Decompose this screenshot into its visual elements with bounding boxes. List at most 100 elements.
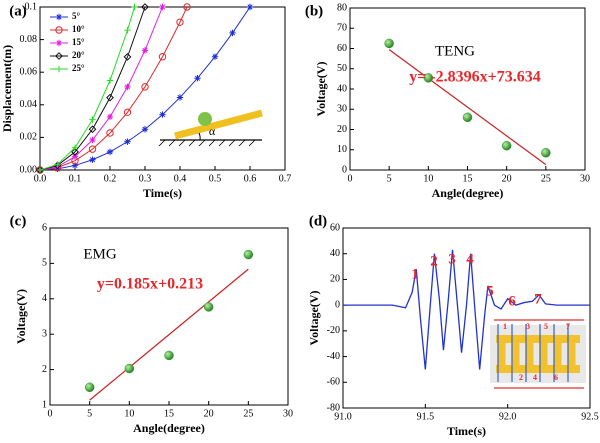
x-tick-label: 0.5 [209, 173, 222, 184]
y-tick-label: 30 [337, 104, 347, 115]
y-tick-label: 0.02 [20, 132, 38, 143]
x-tick-label: 0 [48, 408, 53, 419]
data-point [423, 73, 434, 83]
marker [88, 125, 97, 134]
data-point [462, 112, 473, 123]
inset-number: 4 [533, 373, 537, 382]
legend-marker [50, 13, 68, 21]
y-tick-label: 0.06 [20, 66, 38, 77]
marker [158, 53, 167, 61]
y-tick-label: 70 [337, 23, 347, 34]
annotation: 3 [448, 251, 456, 267]
y-tick-label: 20 [337, 124, 347, 135]
marker [141, 47, 149, 54]
y-axis-label: Voltage(V) [314, 62, 328, 117]
marker [131, 3, 138, 11]
marker [141, 126, 149, 133]
x-tick-label: 0.0 [34, 173, 47, 184]
series-line [343, 249, 590, 370]
x-axis-label: Time(s) [143, 186, 182, 200]
comb-diagram [490, 319, 586, 389]
marker [36, 166, 44, 174]
y-tick-label: 0.1 [25, 1, 38, 12]
x-tick-label: 10 [124, 408, 134, 419]
x-tick-label: 20 [502, 173, 512, 184]
data-point [124, 363, 135, 374]
marker [141, 3, 149, 11]
marker [211, 53, 219, 60]
marker [159, 3, 166, 11]
marker [183, 3, 191, 11]
annotation: 7 [534, 291, 542, 307]
y-tick-label: -80 [327, 402, 340, 413]
y-tick-label: 80 [337, 2, 347, 13]
marker [106, 129, 114, 137]
inset-number: 7 [566, 322, 570, 331]
marker [229, 29, 236, 37]
x-tick-label: 25 [243, 408, 253, 419]
marker [141, 83, 149, 91]
y-tick-label: 60 [330, 222, 340, 233]
x-tick-label: 5 [87, 408, 92, 419]
x-axis-label: Angle(degree) [432, 186, 504, 200]
legend-marker [50, 26, 68, 34]
annotation: 5 [486, 283, 494, 299]
inset-number: 5 [544, 322, 548, 331]
annotation: 4 [466, 251, 474, 267]
data-point [203, 302, 214, 312]
inset-number: 2 [519, 373, 523, 382]
y-tick-label: 0 [342, 164, 347, 175]
x-tick-label: 15 [164, 408, 174, 419]
marker [246, 3, 254, 11]
x-tick-label: 30 [580, 173, 590, 184]
y-tick-label: 6 [42, 222, 47, 233]
y-tick-label: 1 [42, 399, 47, 410]
x-tick-label: 30 [283, 408, 293, 419]
incline-diagram [158, 109, 263, 147]
data-point [384, 38, 394, 49]
marker [123, 52, 132, 61]
y-tick-label: 60 [337, 43, 347, 54]
marker [89, 116, 96, 123]
marker [106, 113, 114, 121]
panel-label: (d) [309, 213, 327, 229]
y-tick-label: 40 [337, 83, 347, 94]
x-tick-label: 0.3 [139, 173, 152, 184]
data-point [541, 148, 551, 158]
y-tick-label: -60 [327, 377, 340, 388]
y-axis-label: Voltage(V) [14, 289, 28, 344]
panel-label: (c) [10, 213, 27, 229]
data-point [501, 140, 512, 151]
legend-marker [50, 39, 68, 47]
y-tick-label: 0.00 [20, 164, 38, 175]
legend-marker [50, 52, 68, 60]
x-tick-label: 0.7 [279, 173, 292, 184]
y-tick-label: -40 [327, 351, 340, 362]
marker [176, 94, 184, 101]
y-tick-label: 10 [337, 144, 347, 155]
marker [176, 18, 184, 26]
marker [123, 108, 132, 116]
y-tick-label: 40 [330, 248, 340, 259]
x-tick-label: 0 [348, 173, 353, 184]
marker [124, 83, 131, 91]
marker [124, 26, 131, 34]
data-point [84, 382, 95, 393]
x-tick-label: 92.0 [499, 411, 517, 422]
x-tick-label: 91.0 [334, 411, 352, 422]
marker [71, 147, 79, 156]
marker [71, 144, 79, 151]
annotation: 1 [411, 266, 419, 282]
y-tick-label: 4 [42, 293, 47, 304]
y-tick-label: 3 [42, 328, 47, 339]
x-tick-label: 20 [204, 408, 214, 419]
x-axis-label: Angle(degree) [133, 421, 205, 435]
y-tick-label: 5 [42, 258, 47, 269]
marker [106, 93, 114, 102]
data-point [243, 249, 254, 260]
legend-label: 10° [72, 24, 85, 34]
annotation: 6 [508, 293, 516, 309]
marker [194, 75, 201, 82]
x-tick-label: 0.6 [244, 173, 257, 184]
